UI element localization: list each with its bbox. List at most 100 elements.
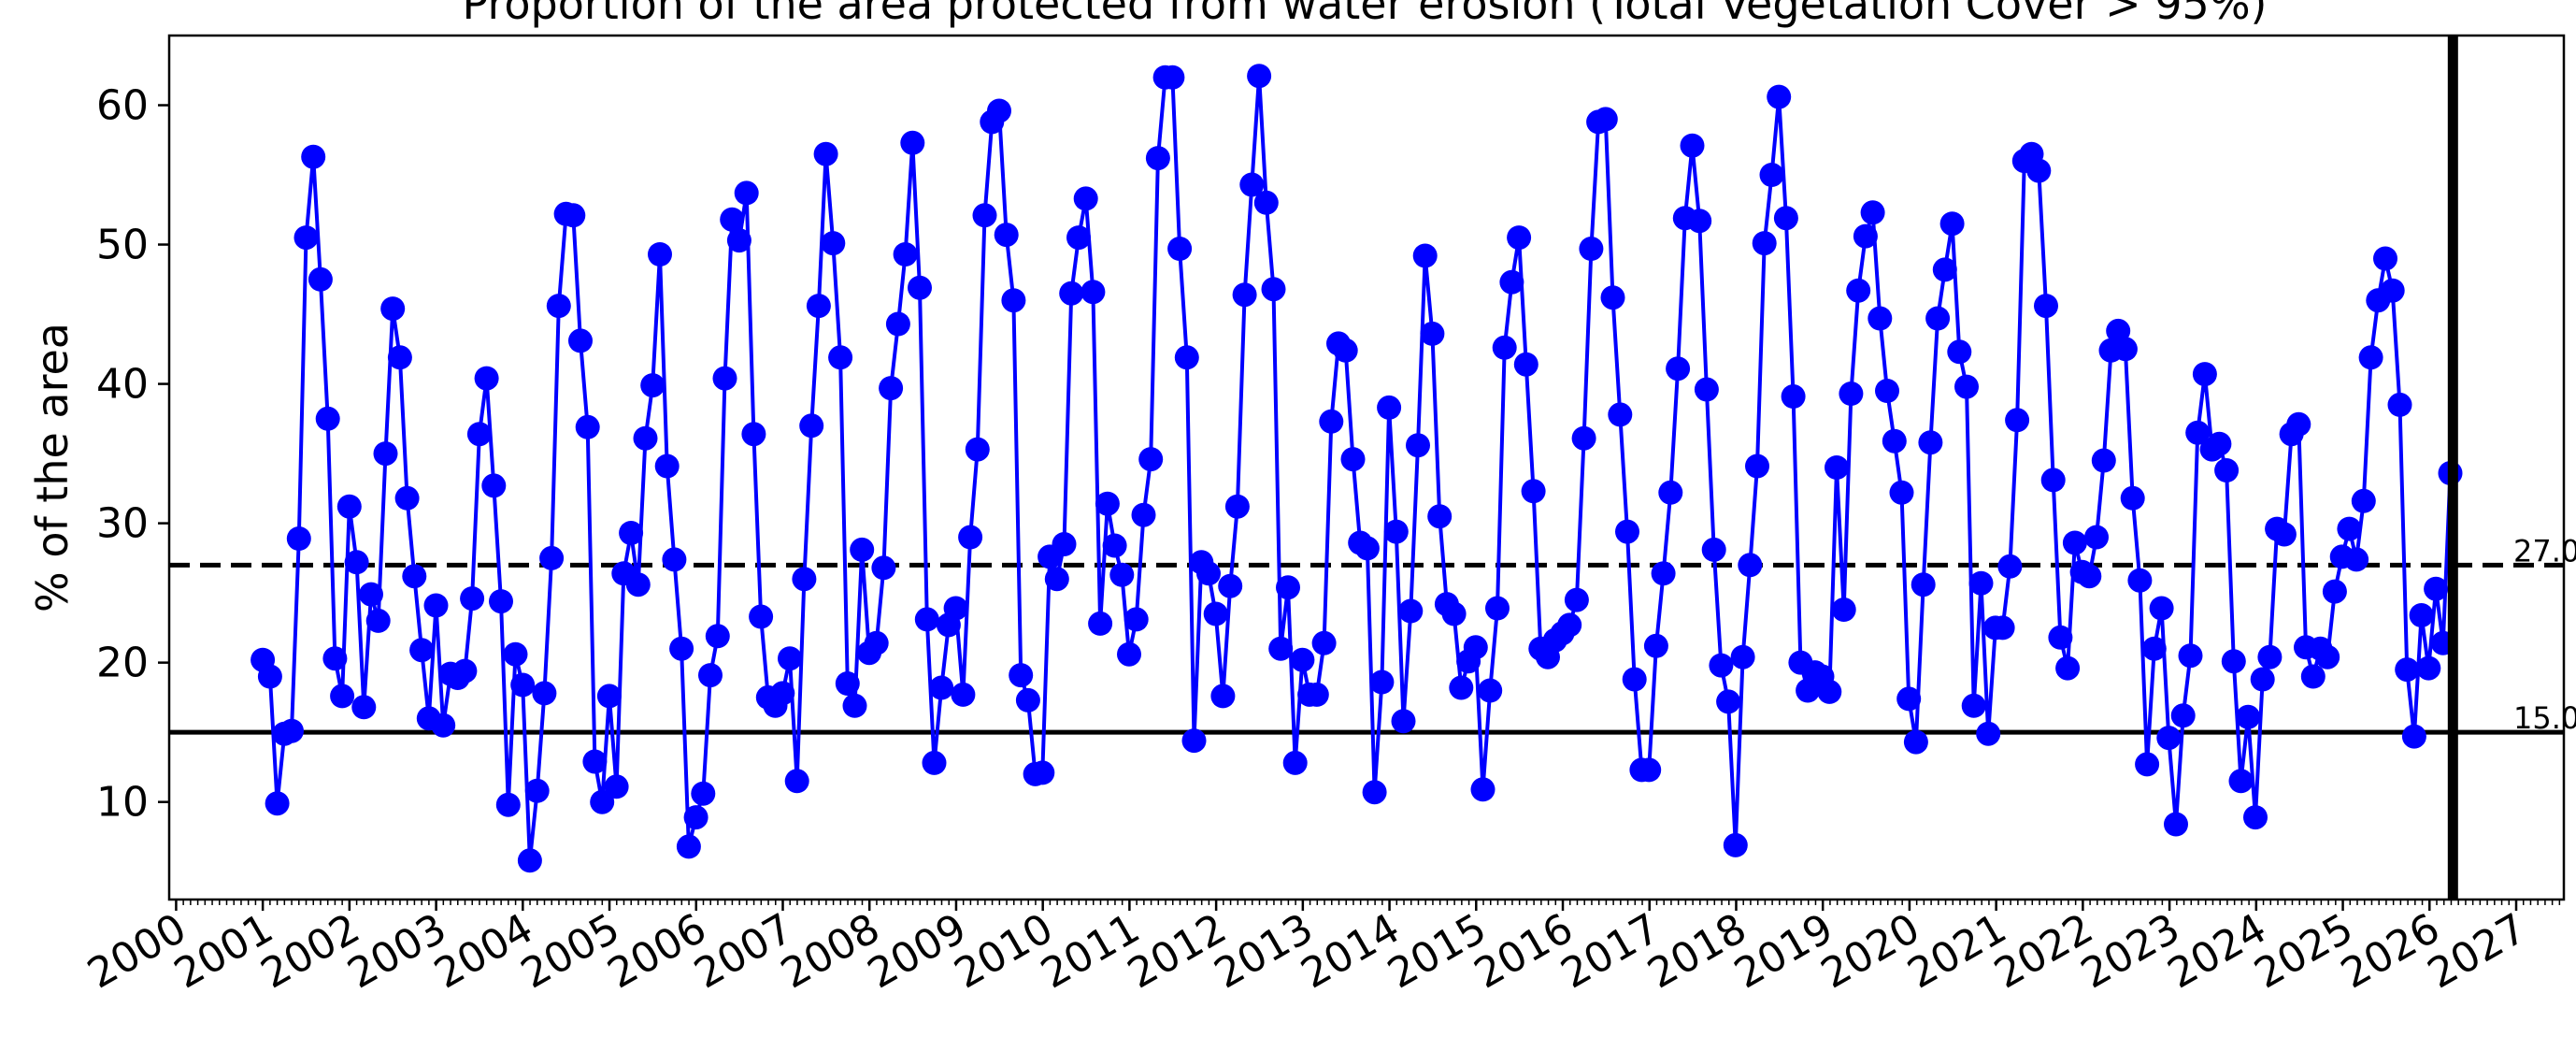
data-point xyxy=(2164,812,2188,837)
y-tick-label: 20 xyxy=(96,640,149,687)
data-point xyxy=(2322,579,2347,604)
data-point xyxy=(654,454,680,479)
data-point xyxy=(1990,615,2015,641)
data-point xyxy=(1767,84,1792,109)
data-point xyxy=(1730,644,1755,669)
data-point xyxy=(640,373,665,398)
data-point xyxy=(481,473,507,498)
data-point xyxy=(799,413,824,439)
data-point xyxy=(257,664,282,689)
data-point xyxy=(1117,641,1141,667)
data-point xyxy=(2156,726,2182,751)
data-point xyxy=(1102,533,1127,558)
data-point xyxy=(330,684,355,709)
x-tick-labels: 2000200120022003200420052006200720082009… xyxy=(79,900,2535,999)
data-point xyxy=(546,294,571,319)
data-point xyxy=(1282,750,1308,775)
data-point xyxy=(293,225,319,251)
data-point xyxy=(2236,704,2261,729)
data-point xyxy=(1694,377,1719,402)
data-point xyxy=(1875,379,1899,403)
data-point xyxy=(1896,686,1922,712)
data-point xyxy=(460,586,485,612)
data-point xyxy=(1709,653,1734,678)
data-point xyxy=(286,526,311,551)
data-point xyxy=(691,781,716,806)
data-point xyxy=(1564,587,1589,612)
data-point xyxy=(2214,458,2240,482)
data-point xyxy=(2424,576,2449,601)
data-point xyxy=(1853,223,1878,249)
data-point xyxy=(770,681,795,706)
data-point xyxy=(2055,655,2081,681)
data-point xyxy=(308,266,333,292)
data-point xyxy=(1449,675,1474,700)
data-point xyxy=(1009,663,1034,688)
data-point xyxy=(2048,625,2073,650)
data-point xyxy=(265,791,290,816)
data-point xyxy=(1954,374,1979,399)
data-point xyxy=(885,311,910,337)
data-point xyxy=(1441,601,1467,626)
data-point xyxy=(539,545,565,570)
data-point xyxy=(1427,504,1453,529)
data-point xyxy=(1377,395,1402,420)
plot-frame xyxy=(167,34,2566,901)
data-point xyxy=(1889,480,1914,505)
data-point xyxy=(2401,724,2426,749)
data-point xyxy=(2344,547,2369,572)
data-point xyxy=(394,485,420,511)
data-point xyxy=(1174,345,1199,370)
data-point xyxy=(972,203,997,228)
data-point xyxy=(1666,356,1691,382)
data-point xyxy=(813,141,838,166)
data-point xyxy=(2026,158,2052,183)
data-point xyxy=(908,275,932,300)
data-point xyxy=(489,589,513,614)
data-point xyxy=(1817,679,1842,704)
data-point xyxy=(2286,411,2311,437)
data-point xyxy=(835,671,860,696)
data-point xyxy=(2062,530,2087,555)
data-point xyxy=(1304,682,1329,707)
data-point xyxy=(1839,382,1864,406)
data-point xyxy=(1109,562,1135,587)
data-point xyxy=(1463,635,1488,660)
data-point xyxy=(1203,601,1228,626)
data-point xyxy=(2315,644,2340,669)
data-point xyxy=(2141,636,2167,661)
data-point xyxy=(1571,425,1596,451)
data-point xyxy=(2351,488,2376,513)
data-point xyxy=(1095,491,1120,516)
data-point xyxy=(1939,211,1965,237)
data-point xyxy=(1015,687,1040,713)
data-point xyxy=(1224,494,1250,519)
data-point xyxy=(1138,447,1164,472)
data-point xyxy=(1615,519,1639,544)
y-tick-labels: 10 20 30 40 50 60 xyxy=(96,82,169,827)
data-point xyxy=(2005,408,2030,433)
data-point xyxy=(322,646,348,671)
data-point xyxy=(336,494,362,519)
data-point xyxy=(1261,277,1286,302)
data-point xyxy=(1499,269,1524,295)
data-point xyxy=(1181,728,1207,754)
data-point xyxy=(2207,431,2232,456)
data-point xyxy=(1968,570,1994,596)
data-point xyxy=(1239,172,1265,197)
data-point xyxy=(1932,257,1957,282)
data-point xyxy=(2112,337,2138,362)
data-point xyxy=(705,624,730,649)
data-point xyxy=(495,792,521,817)
data-point xyxy=(1651,561,1676,586)
data-point xyxy=(1080,280,1106,305)
data-point xyxy=(351,695,377,720)
data-point xyxy=(1232,282,1257,308)
data-point xyxy=(387,345,412,370)
data-point xyxy=(2170,703,2196,728)
data-point xyxy=(1947,339,1972,365)
data-point xyxy=(2395,657,2420,683)
data-point xyxy=(1846,278,1871,303)
data-point xyxy=(1976,721,2001,746)
